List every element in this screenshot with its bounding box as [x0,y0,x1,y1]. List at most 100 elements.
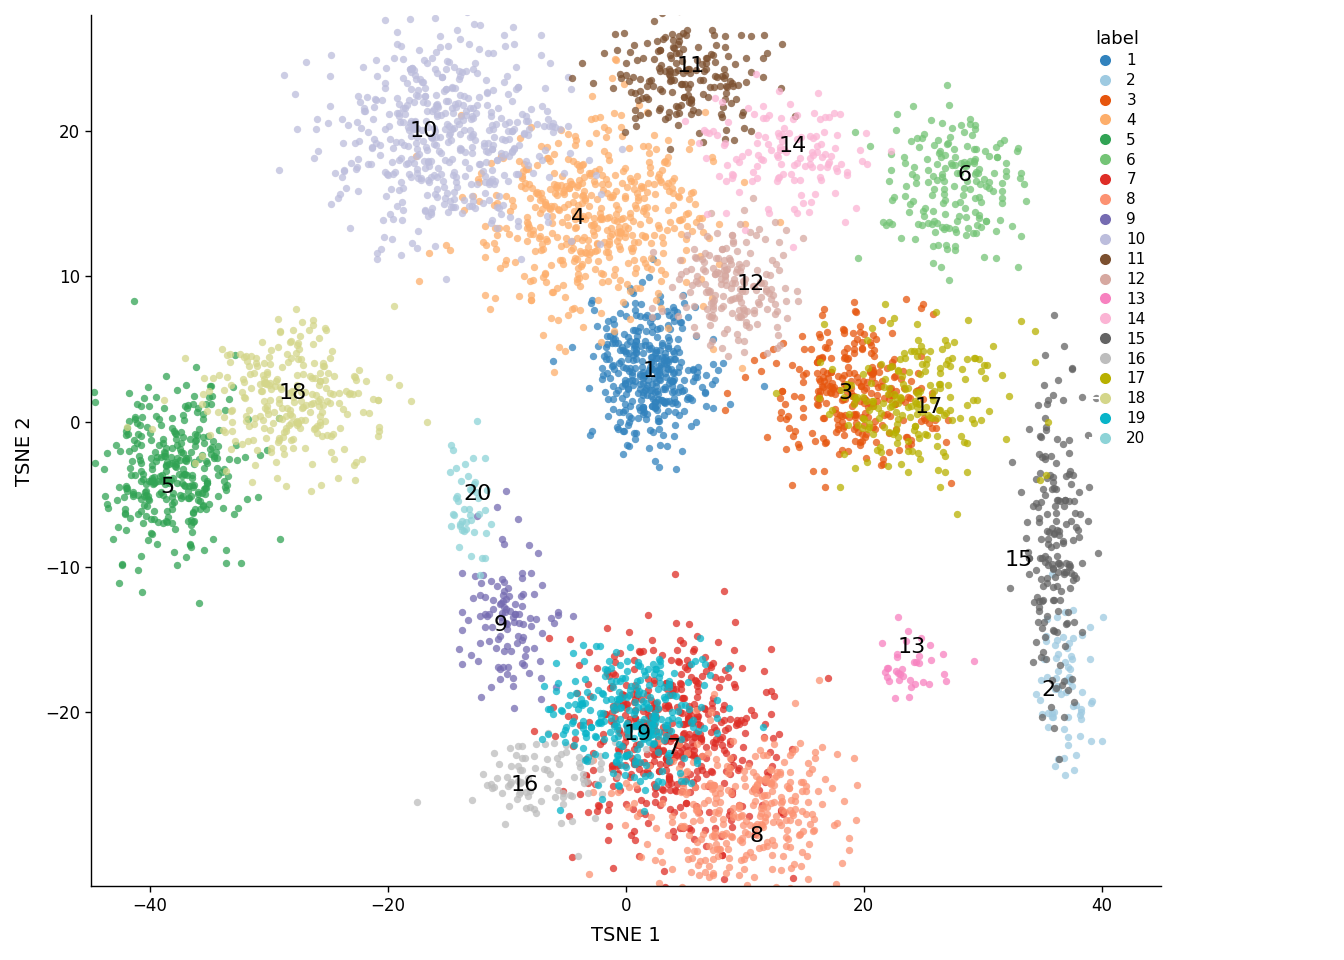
Point [661,685,683,701]
Point [457,90,478,106]
Point [746,828,767,843]
Point [675,62,696,78]
Point [624,180,645,196]
Point [683,372,704,388]
Point [699,775,720,790]
Point [177,451,199,467]
Point [152,488,173,503]
Point [724,291,746,306]
Point [230,556,251,571]
Point [348,133,370,149]
Point [215,464,237,479]
Point [734,203,755,218]
Point [680,707,702,722]
Point [480,573,501,588]
Point [663,314,684,329]
Point [457,612,478,627]
Point [933,181,954,197]
Point [122,486,144,501]
Point [844,410,866,425]
Point [116,483,137,498]
Point [793,341,814,356]
Point [1035,422,1056,438]
Point [878,673,899,688]
Point [495,252,516,267]
Point [161,496,183,512]
Point [774,755,796,770]
Point [532,99,554,114]
Point [644,228,665,243]
Point [1050,592,1071,608]
Point [465,568,487,584]
Point [939,130,961,145]
Point [821,402,843,418]
Point [271,399,293,415]
Point [956,465,977,480]
Point [946,213,968,228]
Point [618,687,640,703]
Point [935,434,957,449]
Point [642,666,664,682]
Point [117,420,138,435]
Point [814,147,836,162]
Point [1032,644,1054,660]
Point [464,132,485,147]
Point [661,180,683,196]
Point [689,831,711,847]
Point [648,669,669,684]
Point [656,676,677,691]
Point [554,200,575,215]
Point [853,412,875,427]
Point [661,378,683,394]
Point [708,802,730,817]
Point [581,719,602,734]
Point [620,769,641,784]
Point [282,389,304,404]
Point [801,761,823,777]
Point [449,63,470,79]
Point [684,672,706,687]
Point [679,658,700,673]
Point [798,204,820,220]
Point [714,252,735,268]
Point [484,130,505,145]
Point [626,717,648,732]
Point [1038,392,1059,407]
Point [1036,523,1058,539]
Point [766,749,788,764]
Point [685,834,707,850]
Point [141,432,163,447]
Point [618,414,640,429]
Point [722,170,743,185]
Point [903,422,925,438]
Point [616,748,637,763]
Point [896,464,918,479]
Point [520,101,542,116]
Point [426,97,448,112]
Point [216,348,238,363]
Point [348,385,370,400]
Point [435,116,457,132]
Point [387,36,409,51]
Point [461,792,482,807]
Point [735,779,757,794]
Point [790,774,812,789]
Point [677,698,699,713]
Point [698,284,719,300]
Point [271,412,293,427]
Point [792,374,813,390]
Point [738,756,759,771]
Point [665,615,687,631]
Point [890,393,911,408]
Point [681,715,703,731]
Point [434,121,456,136]
Point [655,879,676,895]
Point [509,762,531,778]
Point [770,338,792,353]
Point [633,375,655,391]
Point [497,580,519,595]
Point [699,337,720,352]
Point [663,372,684,387]
Point [641,632,663,647]
Point [348,152,370,167]
